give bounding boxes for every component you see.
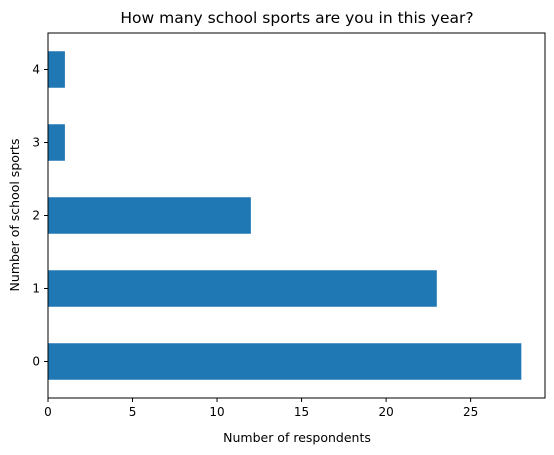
x-tick-label-0: 0 xyxy=(44,405,52,419)
x-tick-label-20: 20 xyxy=(378,405,393,419)
chart-title: How many school sports are you in this y… xyxy=(120,9,473,27)
y-tick-label-1: 1 xyxy=(32,282,40,296)
ticks-group: 0 1 2 3 4 0 5 10 15 20 25 xyxy=(32,63,478,420)
x-tick-label-15: 15 xyxy=(294,405,309,419)
y-tick-label-0: 0 xyxy=(32,355,40,369)
plot-frame xyxy=(47,32,546,399)
bar-0 xyxy=(48,343,522,380)
x-axis-label: Number of respondents xyxy=(223,430,371,445)
x-tick-label-5: 5 xyxy=(129,405,137,419)
bar-1 xyxy=(48,270,437,307)
y-tick-label-3: 3 xyxy=(32,136,40,150)
y-tick-label-4: 4 xyxy=(32,63,40,77)
bar-4 xyxy=(48,51,65,88)
y-axis-label: Number of school sports xyxy=(7,139,22,292)
bar-3 xyxy=(48,124,65,161)
y-tick-label-2: 2 xyxy=(32,209,40,223)
bars-group xyxy=(48,51,522,380)
x-tick-label-10: 10 xyxy=(209,405,224,419)
bar-2 xyxy=(48,197,251,234)
x-tick-label-25: 25 xyxy=(463,405,478,419)
